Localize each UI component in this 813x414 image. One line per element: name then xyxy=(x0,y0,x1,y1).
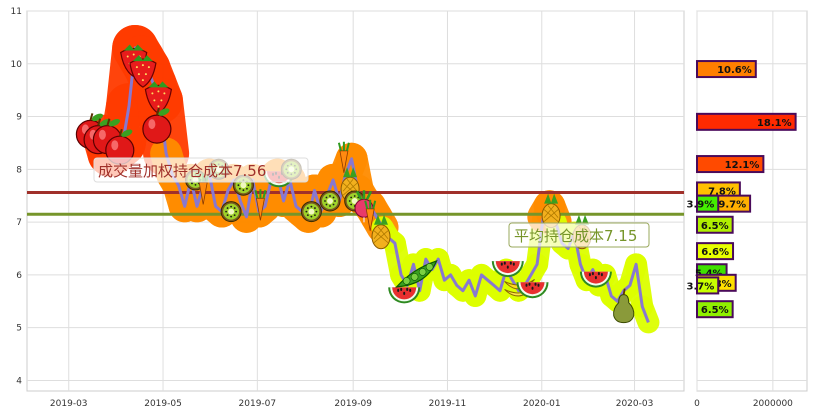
y-axis-ticks: 4 5 6 7 8 9 10 11 xyxy=(11,7,23,386)
kiwi-icon xyxy=(220,201,242,223)
pea-pod-icon xyxy=(395,259,438,288)
distribution-bar xyxy=(696,112,797,131)
x-tick-label: 2019-05 xyxy=(144,399,182,409)
strawberry-icon xyxy=(129,55,157,88)
apple-icon xyxy=(142,107,172,144)
y-tick-label: 11 xyxy=(11,7,22,17)
y-tick-label: 5 xyxy=(16,324,22,334)
x-tick-label: 2019-09 xyxy=(334,399,372,409)
pear-icon xyxy=(613,288,635,324)
distribution-bar xyxy=(696,276,720,295)
x-axis-ticks: 2019-03 2019-05 2019-07 2019-09 2019-11 2020-… xyxy=(50,399,653,409)
carrot-icon xyxy=(254,189,267,221)
distribution-bar-label: 6.5% xyxy=(701,305,729,316)
avg-annotation-label: 平均持仓成本7.15 xyxy=(514,227,637,245)
watermelon-icon xyxy=(491,261,524,278)
x-tick-label: 2019-03 xyxy=(50,399,88,409)
distribution-bar xyxy=(696,242,735,261)
watermelon-icon xyxy=(516,282,549,299)
carrot-icon xyxy=(337,141,350,173)
kiwi-icon xyxy=(319,190,341,212)
distribution-bar xyxy=(696,60,757,79)
y-tick-label: 4 xyxy=(16,376,22,386)
distribution-bar-label: 9.7% xyxy=(718,200,746,211)
distribution-bar-label: 3.7% xyxy=(687,281,715,292)
distribution-bar xyxy=(696,194,720,213)
distribution-bar-label: 3.9% xyxy=(687,200,715,211)
distribution-bar-label: 18.1% xyxy=(757,118,792,129)
avg-annotation-box xyxy=(508,222,650,248)
distribution-bar xyxy=(696,155,765,174)
side-x-tick-label: 2000000 xyxy=(753,399,793,409)
distribution-bar-label: 7.8% xyxy=(708,186,736,197)
distribution-x-ticks: 0 2000000 xyxy=(694,399,793,409)
x-tick-label: 2020-01 xyxy=(523,399,561,409)
kiwi-icon xyxy=(300,201,322,223)
strawberry-icon xyxy=(144,81,173,115)
y-tick-label: 6 xyxy=(16,271,22,281)
x-tick-label: 2020-03 xyxy=(616,399,654,409)
watermelon-icon xyxy=(579,271,612,288)
distribution-bar-label: 5.4% xyxy=(695,268,723,279)
vwap-annotation-box xyxy=(93,157,309,183)
x-tick-label: 2019-07 xyxy=(239,399,277,409)
distribution-bar-label: 6.6% xyxy=(701,247,729,258)
pineapple-icon xyxy=(340,167,360,202)
cost-distribution-chart: 10.6% 18.1% 12.1% 7.8% 9.7%3.9% 6.5% 6.6% 5.4% 6… xyxy=(687,10,808,409)
pineapple-icon xyxy=(541,193,561,229)
carrot-icon xyxy=(364,199,377,231)
side-x-tick-label: 0 xyxy=(694,399,700,409)
y-tick-label: 7 xyxy=(16,218,22,228)
price-chart: 成交量加权持仓成本7.56 平均持仓成本7.15 4 5 6 7 8 9 10 11 2019… xyxy=(11,7,685,409)
y-tick-label: 9 xyxy=(16,113,22,123)
reference-annotations: 成交量加权持仓成本7.56 平均持仓成本7.15 xyxy=(93,157,650,248)
distribution-bar xyxy=(696,300,734,319)
distribution-bar-label: 6.5% xyxy=(701,221,729,232)
watermelon-icon xyxy=(388,287,421,304)
distribution-bar-label: 12.1% xyxy=(725,160,760,171)
x-tick-label: 2019-11 xyxy=(429,399,467,409)
distribution-bar-label: 10.6% xyxy=(717,65,752,76)
distribution-bars: 10.6% 18.1% 12.1% 7.8% 9.7%3.9% 6.5% 6.6% 5.4% 6… xyxy=(687,60,797,319)
pineapple-icon xyxy=(371,214,391,250)
y-tick-label: 8 xyxy=(16,165,22,175)
distribution-bar xyxy=(696,215,734,234)
vwap-annotation-label: 成交量加权持仓成本7.56 xyxy=(98,162,266,180)
y-tick-label: 10 xyxy=(11,60,23,70)
apple-icon xyxy=(105,128,135,165)
